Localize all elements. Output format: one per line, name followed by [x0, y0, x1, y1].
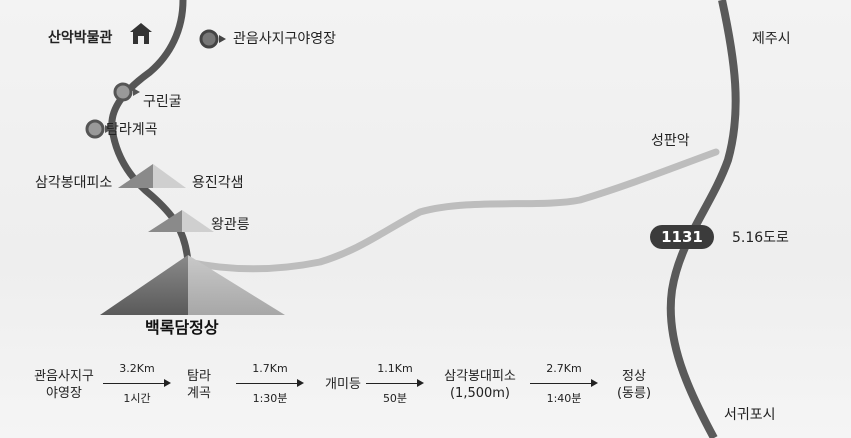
gwaneumsa-trail [108, 0, 192, 266]
summit-mountain-left [100, 255, 188, 315]
campground-label: 관음사지구야영장 [233, 31, 337, 47]
summit-mountain-right [188, 255, 285, 315]
tamna-valley-label: 탐라계곡 [106, 122, 158, 138]
campground-marker-icon [199, 29, 226, 49]
course-stop: 관음사지구 야영장 [34, 369, 94, 401]
samgak-peak-light [153, 164, 186, 188]
wanggwan-peak-light [182, 210, 214, 232]
arrow-right-icon [164, 379, 171, 387]
arrow-right-icon [417, 379, 424, 387]
samgak-shelter-label: 삼각봉대피소 [35, 175, 113, 191]
wanggwan-reung-label: 왕관릉 [211, 217, 250, 233]
segment-arrow-line [236, 383, 298, 384]
seongpanak-label: 성판악 [651, 133, 690, 149]
course-stop: 탐라 계곡 [187, 369, 211, 401]
yongjin-gaksaem-label: 용진각샘 [192, 175, 244, 191]
museum-house-icon [130, 23, 152, 44]
course-segment: 3.2Km 1시간 [103, 362, 171, 406]
segment-arrow-line [366, 383, 418, 384]
gurinul-marker-icon [113, 82, 140, 102]
jeju-si-label: 제주시 [752, 31, 791, 47]
arrow-right-icon [297, 379, 304, 387]
road-516 [666, 0, 740, 438]
gurinul-label: 구린굴 [143, 94, 182, 110]
tamna-marker-icon [85, 119, 112, 139]
segment-arrow-line [530, 383, 592, 384]
samgak-peak [118, 164, 153, 188]
course-stop: 정상 (동릉) [616, 369, 652, 401]
course-stop: 삼각봉대피소 (1,500m) [444, 369, 516, 401]
seogwipo-si-label: 서귀포시 [724, 407, 776, 423]
course-segment: 2.7Km 1:40분 [530, 362, 598, 406]
wanggwan-peak [148, 210, 182, 232]
segment-arrow-line [103, 383, 165, 384]
arrow-right-icon [591, 379, 598, 387]
course-segment: 1.7Km 1:30분 [236, 362, 304, 406]
museum-label: 산악박물관 [48, 30, 113, 46]
seongpanak-trail [184, 148, 720, 273]
road-name-label: 5.16도로 [732, 230, 789, 246]
summit-label: 백록담정상 [145, 318, 219, 337]
course-stop: 개미등 [325, 377, 361, 392]
road-number-badge: 1131 [650, 225, 714, 249]
course-segment: 1.1Km 50분 [366, 362, 424, 406]
